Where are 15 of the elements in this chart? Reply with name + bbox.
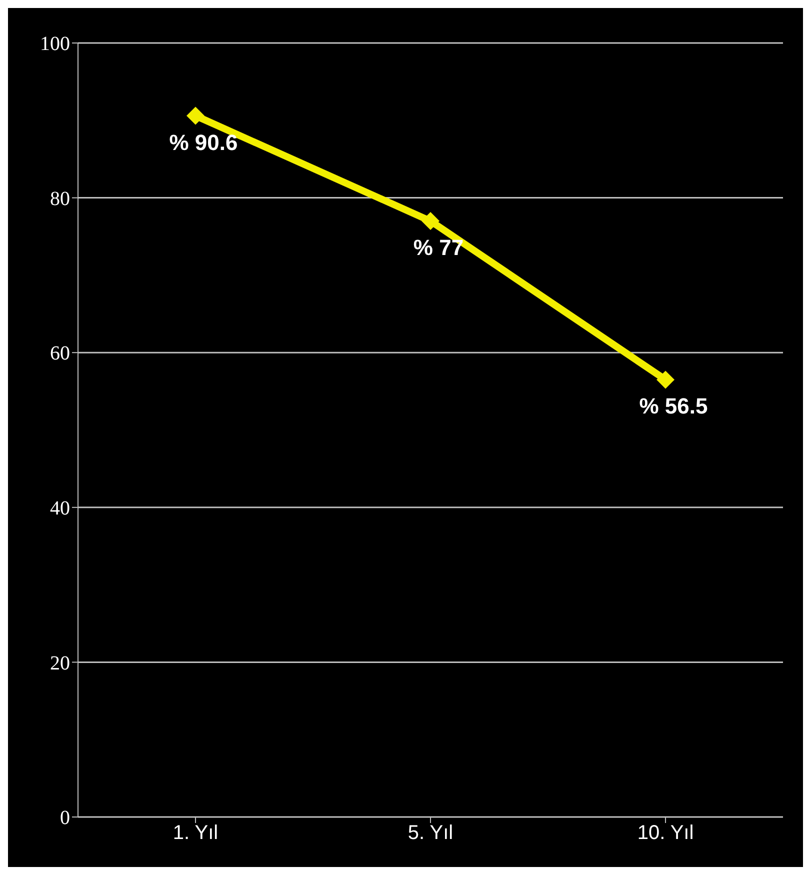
- y-tick-label: 100: [40, 33, 70, 56]
- data-label: % 90.6: [169, 130, 238, 155]
- x-tick-label: 10. Yıl: [637, 822, 694, 844]
- y-tick-label: 80: [50, 188, 70, 210]
- data-label: % 77: [413, 235, 464, 260]
- data-label: % 56.5: [639, 394, 708, 419]
- y-tick-label: 60: [50, 342, 70, 365]
- x-tick-label: 5. Yıl: [408, 822, 454, 844]
- x-tick-label: 1. Yıl: [172, 822, 218, 844]
- point: [656, 370, 674, 389]
- point: [422, 212, 440, 230]
- y-tick-label: 20: [50, 652, 70, 674]
- y-tick-label: 0: [60, 807, 70, 830]
- point: [186, 106, 204, 125]
- y-tick-label: 40: [50, 498, 70, 520]
